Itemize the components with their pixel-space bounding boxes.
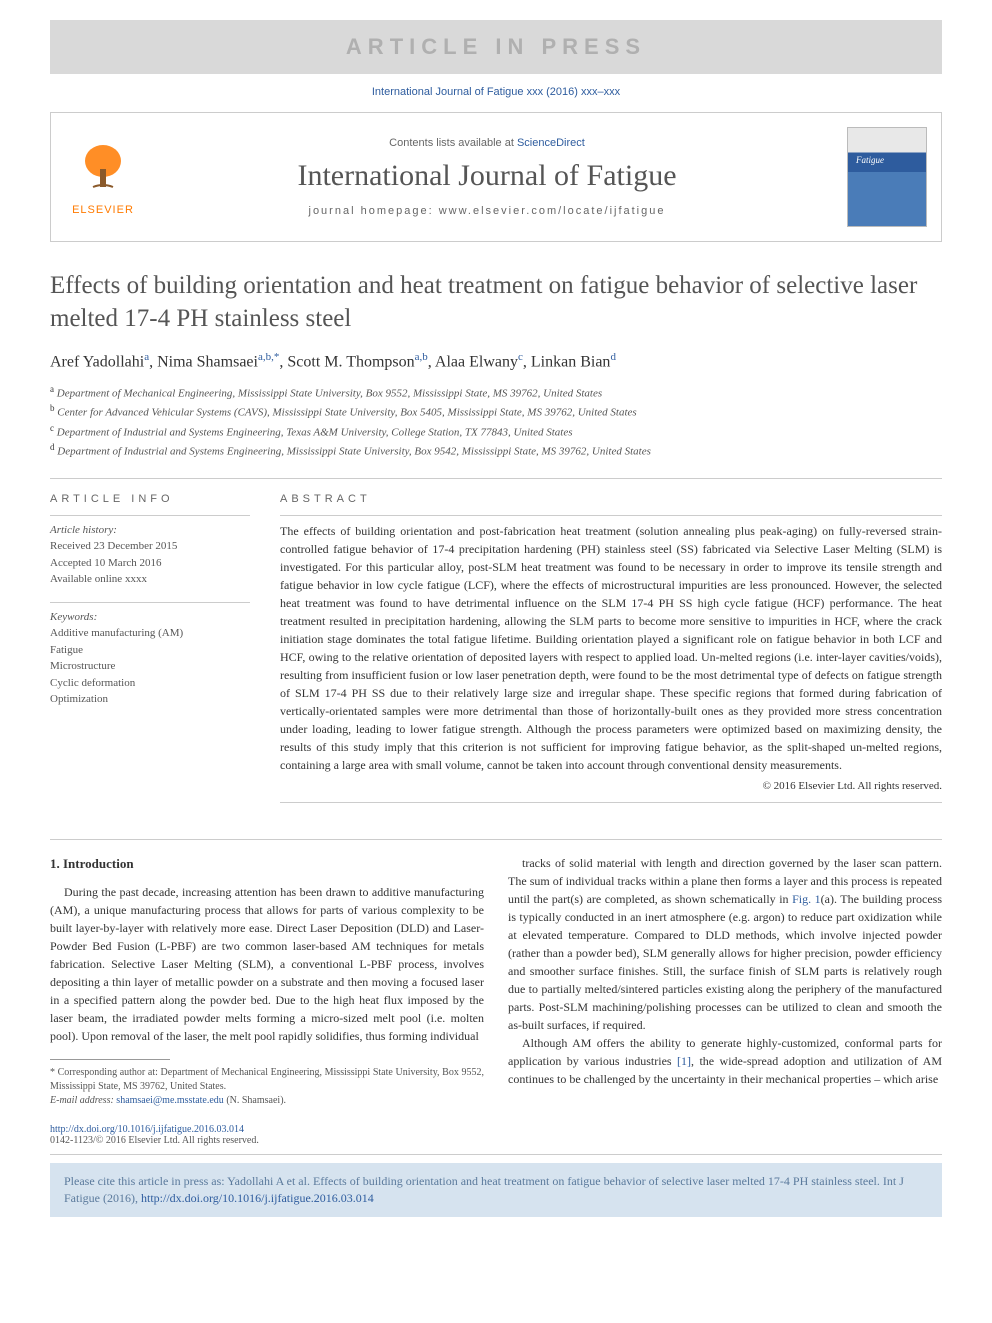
article-info-header: ARTICLE INFO [50, 493, 250, 505]
divider [280, 802, 942, 803]
author-name: Nima Shamsaei [157, 353, 258, 370]
journal-cover-thumbnail [847, 127, 927, 227]
citation-doi-link[interactable]: http://dx.doi.org/10.1016/j.ijfatigue.20… [141, 1191, 374, 1205]
corresponding-author-note: * Corresponding author at: Department of… [50, 1066, 484, 1094]
figure-link[interactable]: Fig. 1 [792, 892, 821, 906]
journal-homepage: journal homepage: www.elsevier.com/locat… [141, 205, 833, 217]
affiliation-line: b Center for Advanced Vehicular Systems … [50, 402, 942, 421]
header-center: Contents lists available at ScienceDirec… [141, 125, 833, 229]
divider [50, 478, 942, 479]
issn-line: 0142-1123/© 2016 Elsevier Ltd. All right… [50, 1135, 259, 1146]
divider [50, 839, 942, 840]
body-column-right: tracks of solid material with length and… [508, 854, 942, 1109]
divider [50, 602, 250, 603]
body-paragraph: Although AM offers the ability to genera… [508, 1034, 942, 1088]
article-title: Effects of building orientation and heat… [50, 270, 942, 335]
author-name: Linkan Bian [531, 353, 611, 370]
contents-available: Contents lists available at ScienceDirec… [141, 137, 833, 149]
divider [50, 1154, 942, 1155]
body-columns: 1. Introduction During the past decade, … [50, 854, 942, 1109]
email-line: E-mail address: shamsaei@me.msstate.edu … [50, 1094, 484, 1108]
sciencedirect-link[interactable]: ScienceDirect [517, 137, 585, 149]
author-email-link[interactable]: shamsaei@me.msstate.edu [116, 1095, 224, 1106]
author-affiliation-sup: c [518, 351, 523, 363]
affiliation-line: a Department of Mechanical Engineering, … [50, 383, 942, 402]
journal-title: International Journal of Fatigue [141, 159, 833, 193]
doi-link[interactable]: http://dx.doi.org/10.1016/j.ijfatigue.20… [50, 1124, 244, 1135]
doi-block: http://dx.doi.org/10.1016/j.ijfatigue.20… [50, 1124, 942, 1146]
author-list: Aref Yadollahia, Nima Shamsaeia,b,*, Sco… [50, 351, 942, 371]
article-info-column: ARTICLE INFO Article history: Received 2… [50, 493, 250, 809]
abstract-column: ABSTRACT The effects of building orienta… [280, 493, 942, 809]
footnote-divider [50, 1059, 170, 1060]
author-name: Alaa Elwany [435, 353, 518, 370]
affiliation-line: d Department of Industrial and Systems E… [50, 441, 942, 460]
article-in-press-banner: ARTICLE IN PRESS [50, 20, 942, 74]
body-paragraph: tracks of solid material with length and… [508, 854, 942, 1034]
author-affiliation-sup: a,b [415, 351, 428, 363]
article-history: Article history: Received 23 December 20… [50, 522, 250, 588]
journal-header: ELSEVIER Contents lists available at Sci… [50, 112, 942, 242]
body-paragraph: During the past decade, increasing atten… [50, 883, 484, 1045]
banner-text: ARTICLE IN PRESS [346, 34, 646, 59]
affiliation-line: c Department of Industrial and Systems E… [50, 422, 942, 441]
author-affiliation-sup: d [610, 351, 616, 363]
author-name: Scott M. Thompson [287, 353, 414, 370]
abstract-header: ABSTRACT [280, 493, 942, 505]
divider [280, 515, 942, 516]
elsevier-logo: ELSEVIER [51, 129, 141, 226]
author-affiliation-sup: a [144, 351, 149, 363]
elsevier-tree-icon [75, 139, 131, 195]
section-title: 1. Introduction [50, 854, 484, 874]
elsevier-label: ELSEVIER [65, 204, 141, 216]
affiliations: a Department of Mechanical Engineering, … [50, 383, 942, 460]
divider [50, 515, 250, 516]
reference-link[interactable]: [1] [677, 1054, 691, 1068]
keywords-block: Keywords: Additive manufacturing (AM) Fa… [50, 609, 250, 708]
footnotes: * Corresponding author at: Department of… [50, 1066, 484, 1108]
author-affiliation-sup: a,b,* [258, 351, 279, 363]
homepage-url[interactable]: www.elsevier.com/locate/ijfatigue [439, 205, 666, 217]
abstract-copyright: © 2016 Elsevier Ltd. All rights reserved… [280, 780, 942, 792]
body-column-left: 1. Introduction During the past decade, … [50, 854, 484, 1109]
abstract-text: The effects of building orientation and … [280, 522, 942, 774]
author-name: Aref Yadollahi [50, 353, 144, 370]
top-citation: International Journal of Fatigue xxx (20… [0, 86, 992, 98]
citation-box: Please cite this article in press as: Ya… [50, 1163, 942, 1217]
